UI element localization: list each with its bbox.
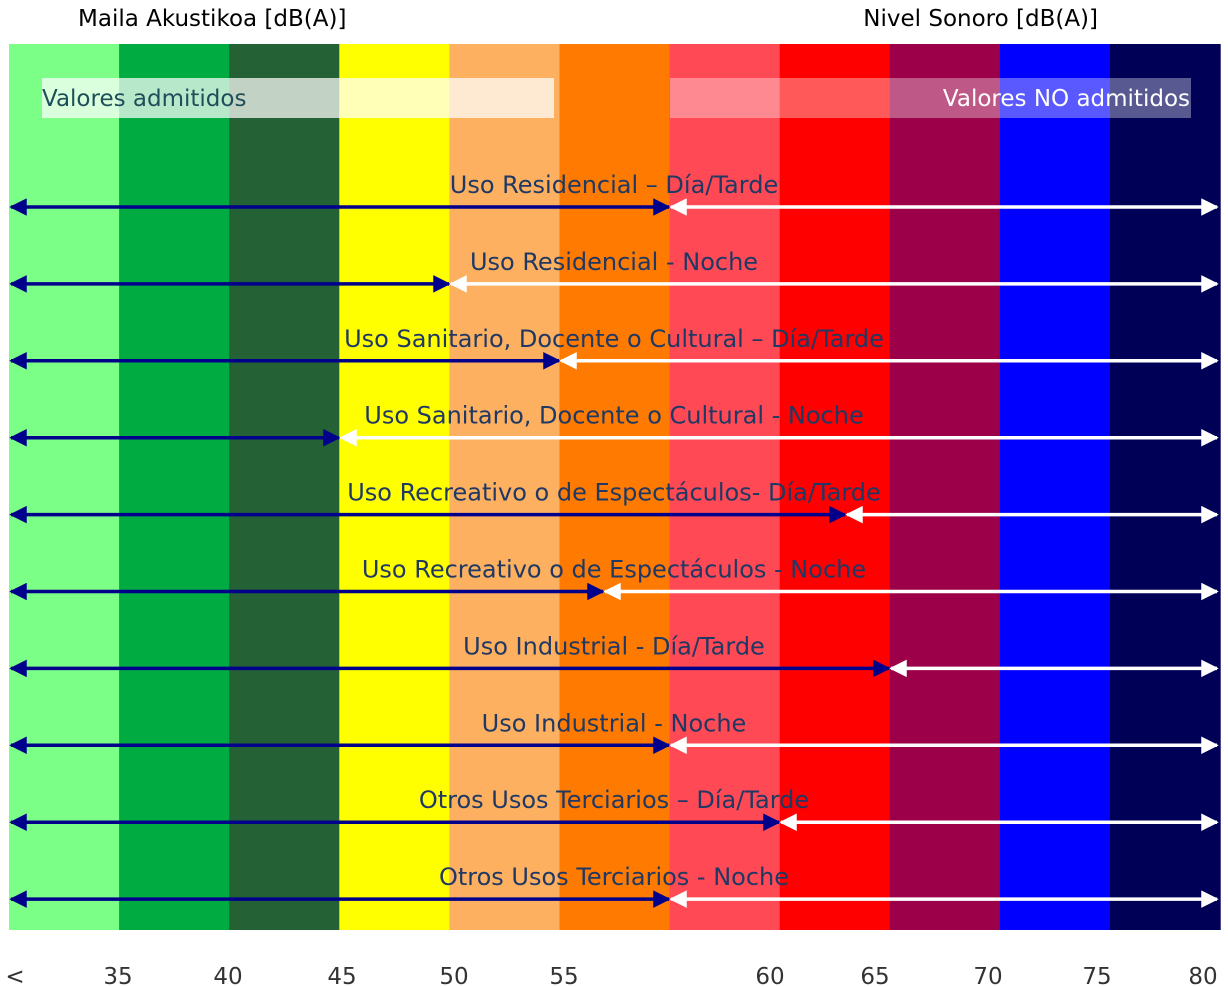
use-label: Uso Industrial - Noche bbox=[482, 709, 747, 737]
admitted-legend-box bbox=[42, 78, 554, 118]
color-band bbox=[999, 44, 1111, 930]
color-band bbox=[339, 44, 450, 930]
use-row: Uso Recreativo o de Espectáculos - Noche bbox=[9, 556, 1219, 601]
use-row: Otros Usos Terciarios – Día/Tarde bbox=[9, 786, 1219, 831]
right-axis-title: Nivel Sonoro [dB(A)] bbox=[863, 6, 1098, 32]
color-band bbox=[119, 44, 230, 930]
use-row: Otros Usos Terciarios - Noche bbox=[9, 863, 1219, 908]
color-band bbox=[669, 44, 781, 930]
tick-label: 55 bbox=[549, 964, 578, 987]
x-axis-ticks: <35 40 45 50 55 60 65 70 75 80 bbox=[5, 964, 1217, 987]
tick-label: 45 bbox=[327, 964, 356, 987]
use-row: Uso Industrial - Día/Tarde bbox=[9, 632, 1219, 678]
use-label: Uso Recreativo o de Espectáculos - Noche bbox=[362, 556, 866, 584]
use-row: Uso Industrial - Noche bbox=[9, 709, 1219, 755]
color-band bbox=[779, 44, 891, 930]
use-row: Uso Residencial - Noche bbox=[9, 248, 1219, 293]
tick-label: < bbox=[5, 964, 24, 987]
use-label: Uso Sanitario, Docente o Cultural – Día/… bbox=[344, 325, 884, 353]
color-band bbox=[889, 44, 1001, 930]
color-band bbox=[559, 44, 671, 930]
use-label: Otros Usos Terciarios – Día/Tarde bbox=[419, 786, 809, 814]
legend: Valores admitidos Valores NO admitidos bbox=[42, 78, 1191, 118]
color-band bbox=[9, 44, 120, 930]
not-admitted-legend-label: Valores NO admitidos bbox=[943, 86, 1190, 112]
color-bands bbox=[9, 44, 1221, 930]
tick-label: 60 bbox=[755, 964, 784, 987]
use-label: Uso Residencial - Noche bbox=[470, 248, 758, 276]
use-row: Uso Sanitario, Docente o Cultural – Día/… bbox=[9, 325, 1219, 370]
admitted-legend-label: Valores admitidos bbox=[42, 86, 246, 112]
tick-label: 80 bbox=[1188, 964, 1217, 987]
not-admitted-legend-box bbox=[670, 78, 1191, 118]
use-label: Otros Usos Terciarios - Noche bbox=[439, 863, 789, 891]
tick-label: 40 bbox=[213, 964, 242, 987]
use-row: Uso Residencial – Día/Tarde bbox=[9, 171, 1219, 216]
use-label: Uso Residencial – Día/Tarde bbox=[450, 171, 778, 199]
use-label: Uso Sanitario, Docente o Cultural - Noch… bbox=[364, 402, 863, 430]
use-label: Uso Recreativo o de Espectáculos- Día/Ta… bbox=[347, 479, 881, 507]
left-axis-title: Maila Akustikoa [dB(A)] bbox=[78, 6, 347, 32]
use-row: Uso Sanitario, Docente o Cultural - Noch… bbox=[9, 402, 1219, 447]
use-label: Uso Industrial - Día/Tarde bbox=[463, 632, 765, 660]
color-band bbox=[449, 44, 561, 930]
tick-label: 50 bbox=[439, 964, 468, 987]
color-band bbox=[1110, 44, 1221, 930]
use-row: Uso Recreativo o de Espectáculos- Día/Ta… bbox=[9, 479, 1219, 524]
tick-label: 35 bbox=[103, 964, 132, 987]
color-band bbox=[229, 44, 340, 930]
tick-label: 65 bbox=[860, 964, 889, 987]
tick-label: 70 bbox=[973, 964, 1002, 987]
tick-label: 75 bbox=[1082, 964, 1111, 987]
use-rows: Uso Residencial – Día/Tarde Uso Residenci… bbox=[9, 171, 1219, 908]
